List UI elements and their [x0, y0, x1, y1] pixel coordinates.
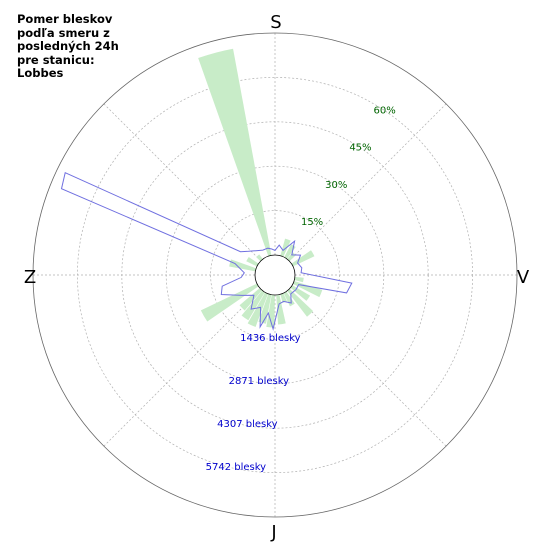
percent-bar-4 — [291, 250, 315, 267]
percent-bar-16 — [239, 287, 263, 311]
percent-bar-13 — [258, 293, 272, 324]
percent-tick-label-4: 60% — [374, 105, 396, 116]
count-series-line — [60, 171, 353, 331]
outer-ring — [32, 32, 518, 518]
grid-spoke-225 — [103, 288, 262, 447]
chart-title: Pomer bleskov podľa smeru z posledných 2… — [17, 12, 119, 80]
percent-bar-19 — [246, 256, 259, 267]
count-line — [60, 171, 353, 331]
count-tick-label-2: 2871 blesky — [229, 376, 290, 387]
percent-tick-label-1: 15% — [301, 217, 323, 228]
percent-bars — [198, 48, 323, 328]
percent-bar-10 — [280, 293, 287, 303]
count-tick-label-1: 1436 blesky — [240, 333, 301, 344]
count-tick-label-3: 4307 blesky — [217, 419, 278, 430]
percent-bar-5 — [294, 276, 304, 283]
percent-bar-20 — [256, 254, 263, 262]
direction-label-west: Z — [24, 267, 36, 288]
axis-labels: S V J Z 15% 30% 45% 60% 1436 blesky 2871 blesky 43… — [24, 12, 530, 543]
percent-bar-18 — [229, 259, 257, 272]
percent-tick-label-2: 30% — [325, 180, 347, 191]
percent-bar-0 — [198, 48, 272, 257]
percent-bar-9 — [283, 291, 295, 307]
center-circle — [254, 254, 296, 296]
grid-spoke-45 — [288, 103, 447, 262]
polar-grid — [33, 33, 517, 517]
percent-bar-12 — [266, 294, 275, 328]
grid-spoke-135 — [288, 288, 447, 447]
percent-bar-7 — [290, 285, 311, 301]
percent-tick-label-3: 45% — [349, 143, 371, 154]
percent-bar-14 — [247, 292, 268, 328]
direction-label-north: S — [270, 12, 281, 33]
percent-bar-11 — [276, 294, 286, 325]
grid-spoke-315 — [103, 103, 262, 262]
percent-bar-1 — [280, 238, 291, 257]
percent-bar-8 — [287, 288, 314, 317]
count-tick-label-4: 5742 blesky — [206, 462, 267, 473]
percent-bar-15 — [241, 290, 265, 321]
percent-bar-17 — [200, 283, 259, 322]
direction-label-south: J — [270, 522, 276, 543]
percent-bar-3 — [287, 252, 296, 262]
direction-label-east: V — [517, 267, 530, 288]
